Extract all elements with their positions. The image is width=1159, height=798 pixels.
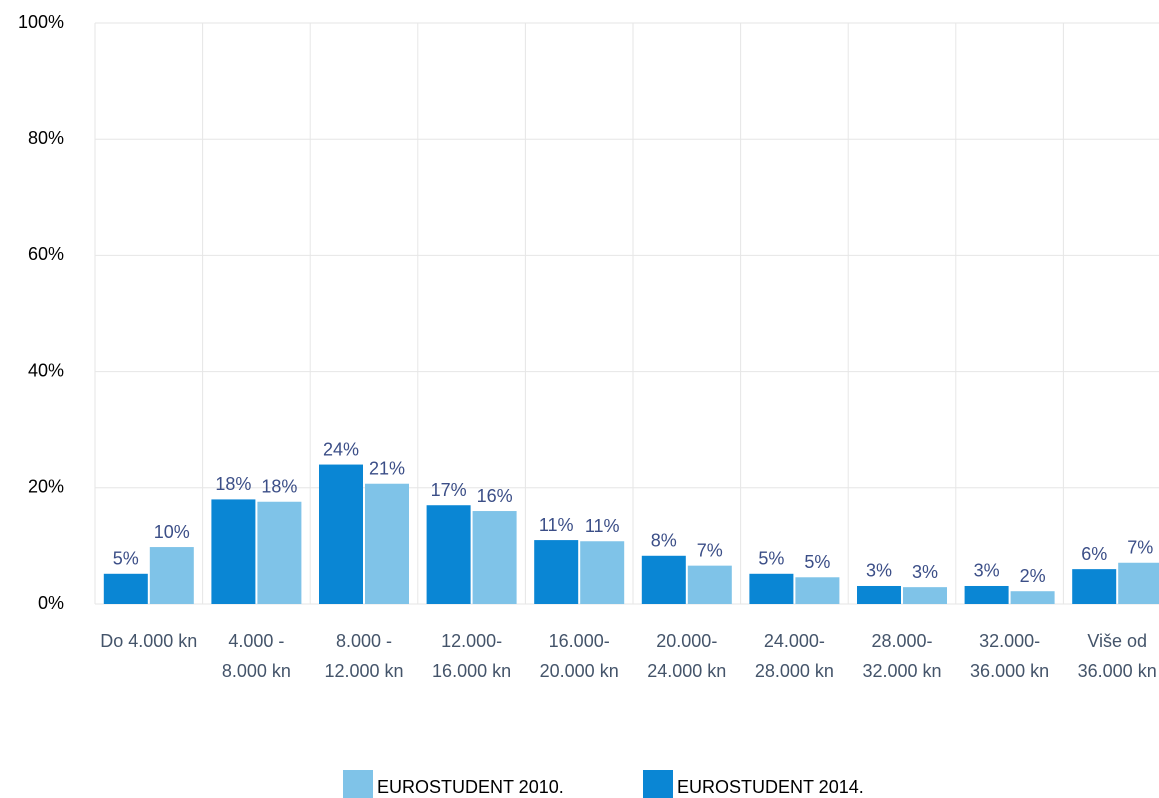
y-tick-label: 40% [28,360,64,380]
y-tick-label: 100% [18,12,64,32]
data-label: 10% [154,522,190,542]
bar [1072,569,1117,604]
x-tick-label: 32.000-36.000 kn [970,631,1050,681]
data-label: 3% [866,561,892,581]
x-tick-label: Do 4.000 kn [100,631,198,651]
x-tick-label: 8.000 - 12.000 kn [324,631,404,681]
data-label: 5% [113,549,139,569]
x-tick-label-box: 24.000-28.000 kn [754,631,834,681]
bar [1010,591,1055,604]
data-label: 17% [431,480,467,500]
bar [426,505,471,604]
x-tick-label-box: 4.000 - 8.000 kn [221,631,291,681]
x-tick-label: 4.000 - 8.000 kn [221,631,291,681]
x-tick-label: 16.000-20.000 kn [539,631,619,681]
data-label: 5% [804,552,830,572]
legend-swatch [643,770,673,798]
x-tick-label-box: 20.000-24.000 kn [647,631,727,681]
data-label: 5% [758,549,784,569]
data-label: 11% [585,516,620,536]
x-tick-label-box: Više od 36.000 kn [1077,631,1157,681]
bar [103,573,148,604]
bar [319,464,363,604]
bar [149,547,194,604]
x-tick-label: 24.000-28.000 kn [754,631,834,681]
bar [472,511,517,604]
x-tick-label: Više od 36.000 kn [1077,631,1157,681]
bar [580,541,625,604]
y-tick-label: 20% [28,477,64,497]
bar [795,577,840,604]
data-label: 3% [912,562,938,582]
x-tick-label: 20.000-24.000 kn [647,631,727,681]
bar [687,565,732,604]
bar [534,540,579,604]
data-label: 18% [261,476,297,496]
bar [257,501,302,604]
bar [641,555,686,604]
legend-label: EUROSTUDENT 2010. [377,777,564,797]
y-tick-label: 0% [38,593,64,613]
bar [749,573,794,604]
x-tick-label-box: 32.000-36.000 kn [970,631,1050,681]
data-label: 7% [1127,537,1153,557]
bar [365,483,409,604]
data-label: 24% [323,439,359,459]
data-label: 16% [477,486,513,506]
x-tick-label-box: 12.000-16.000 kn [432,631,512,681]
x-tick-label-box: 28.000-32.000 kn [862,631,942,681]
data-label: 7% [697,540,723,560]
data-label: 3% [974,561,1000,581]
data-label: 11% [539,515,574,535]
data-label: 18% [215,474,251,494]
y-tick-label: 80% [28,128,64,148]
x-tick-label: 28.000-32.000 kn [862,631,942,681]
legend-label: EUROSTUDENT 2014. [677,777,864,797]
x-tick-label-box: Do 4.000 kn [100,631,198,651]
x-tick-label-box: 8.000 - 12.000 kn [324,631,404,681]
legend-swatch [343,770,373,798]
data-label: 2% [1020,566,1046,586]
bar [964,585,1009,604]
data-label: 21% [369,458,405,478]
y-tick-label: 60% [28,244,64,264]
bar [211,499,256,604]
data-label: 8% [651,531,677,551]
x-tick-label-box: 16.000-20.000 kn [539,631,619,681]
data-label: 6% [1081,544,1107,564]
bar [857,585,901,604]
bar [1118,562,1159,604]
bar [903,587,947,604]
x-tick-label: 12.000-16.000 kn [432,631,512,681]
